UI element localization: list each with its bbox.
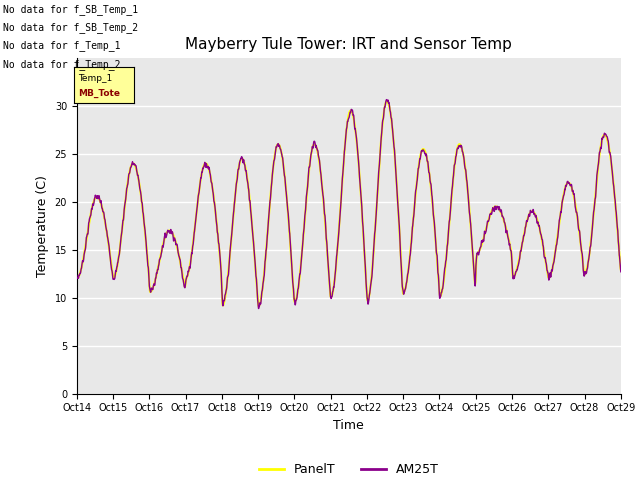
Text: No data for f_Temp_2: No data for f_Temp_2 — [3, 59, 121, 70]
X-axis label: Time: Time — [333, 419, 364, 432]
Text: No data for f_SB_Temp_2: No data for f_SB_Temp_2 — [3, 22, 138, 33]
Text: No data for f_SB_Temp_1: No data for f_SB_Temp_1 — [3, 4, 138, 15]
Text: Temp_1: Temp_1 — [79, 74, 113, 83]
Legend: PanelT, AM25T: PanelT, AM25T — [254, 458, 444, 480]
Title: Mayberry Tule Tower: IRT and Sensor Temp: Mayberry Tule Tower: IRT and Sensor Temp — [186, 37, 512, 52]
Text: MB_Tote: MB_Tote — [79, 88, 120, 98]
Text: No data for f_Temp_1: No data for f_Temp_1 — [3, 40, 121, 51]
Y-axis label: Temperature (C): Temperature (C) — [36, 175, 49, 276]
